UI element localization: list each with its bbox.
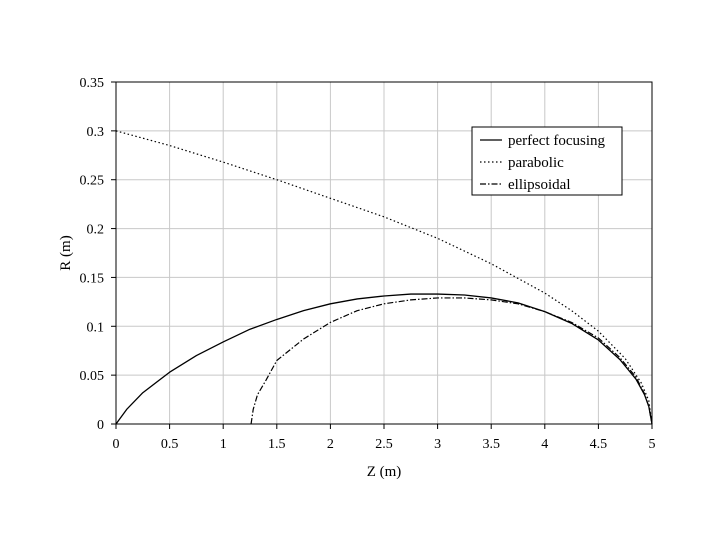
x-tick-label: 1 <box>220 437 227 452</box>
x-tick-label: 4.5 <box>590 437 608 452</box>
series-lines <box>115 130 653 425</box>
y-tick-label: 0.15 <box>80 271 105 286</box>
legend-label-perfect-focusing: perfect focusing <box>508 133 606 149</box>
x-tick-label: 4 <box>541 437 548 452</box>
series-line-ellipsoidal <box>250 297 653 425</box>
legend-label-ellipsoidal: ellipsoidal <box>508 177 571 193</box>
legend: perfect focusing parabolic ellipsoidal <box>471 126 623 196</box>
y-tick-label: 0.1 <box>87 320 105 335</box>
x-tick-label: 0.5 <box>161 437 179 452</box>
y-tick-label: 0.3 <box>87 125 105 140</box>
y-axis-title: R (m) <box>58 235 74 270</box>
x-tick-label: 0 <box>113 437 120 452</box>
x-tick-label: 1.5 <box>268 437 286 452</box>
x-axis-title: Z (m) <box>367 464 402 480</box>
y-tick-label: 0.2 <box>87 223 105 238</box>
y-tick-label: 0 <box>97 418 104 433</box>
series-line-perfect-focusing <box>115 293 653 425</box>
legend-label-parabolic: parabolic <box>508 155 564 171</box>
y-tick-label: 0.25 <box>80 174 105 189</box>
axis-ticks: 0 0.5 1 1.5 2 2.5 3 3.5 4 4.5 5 0 0.05 0.1 0.15 0.2 0.25… <box>80 76 656 452</box>
x-tick-label: 5 <box>649 437 656 452</box>
y-tick-label: 0.05 <box>80 369 105 384</box>
x-tick-label: 3 <box>434 437 441 452</box>
x-tick-label: 2 <box>327 437 334 452</box>
y-tick-label: 0.35 <box>80 76 105 91</box>
x-tick-label: 3.5 <box>482 437 500 452</box>
x-tick-label: 2.5 <box>375 437 393 452</box>
